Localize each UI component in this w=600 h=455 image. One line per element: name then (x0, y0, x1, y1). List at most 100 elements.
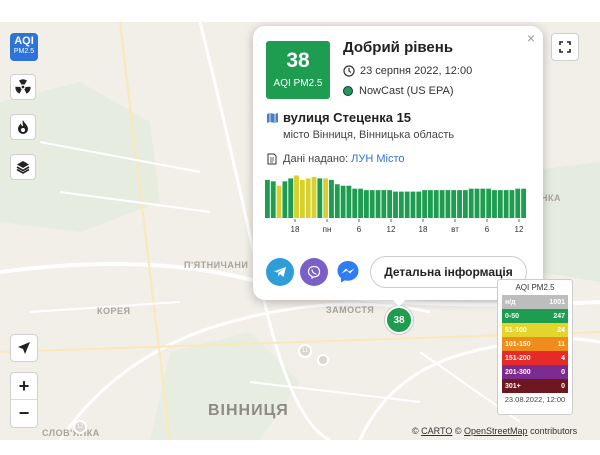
legend-range: 51-100 (505, 326, 527, 334)
legend-date: 23.08.2022, 12:00 (504, 395, 566, 404)
legend-row[interactable]: 301+ 0 (502, 379, 568, 393)
chart-bar[interactable] (311, 176, 317, 218)
chart-bar[interactable] (480, 188, 486, 218)
chart-bar[interactable] (363, 190, 369, 218)
district-label: КОРЕЯ (97, 306, 131, 316)
legend-row[interactable]: 151-200 4 (502, 351, 568, 365)
station-address: вулиця Стеценка 15 (266, 110, 411, 125)
chart-bar[interactable] (375, 190, 381, 218)
chart-tick-label: пн (323, 225, 332, 234)
data-source: Дані надано: ЛУН Місто (266, 153, 404, 165)
legend-count: 247 (553, 312, 565, 320)
chart-bar[interactable] (369, 190, 375, 218)
chart-bar[interactable] (352, 188, 358, 218)
small-station-marker[interactable]: 11 (298, 344, 312, 358)
fullscreen-button[interactable] (551, 33, 579, 61)
document-icon (267, 153, 277, 165)
chart-bar[interactable] (346, 185, 352, 218)
radiation-layer-button[interactable] (10, 74, 36, 100)
legend-count: 11 (557, 340, 565, 348)
chart-bar[interactable] (515, 188, 521, 218)
aqi-layer-button[interactable]: AQI PM2.5 (10, 33, 38, 61)
chart-bar[interactable] (497, 190, 503, 218)
chart-bar[interactable] (492, 190, 497, 218)
aqi-value: 38 (286, 49, 310, 72)
legend-count: 0 (561, 382, 565, 390)
chart-bar[interactable] (334, 184, 340, 218)
chart-bar[interactable] (276, 185, 282, 218)
chart-bar[interactable] (503, 190, 509, 218)
legend-row[interactable]: 101-150 11 (502, 337, 568, 351)
layers-button[interactable] (10, 154, 36, 180)
osm-link[interactable]: OpenStreetMap (464, 426, 528, 436)
small-station-marker[interactable]: 12 (73, 420, 87, 434)
chart-bar[interactable] (451, 190, 457, 218)
chart-bar[interactable] (288, 178, 294, 218)
messenger-share-button[interactable] (334, 258, 362, 286)
legend-row[interactable]: 0-50 247 (502, 309, 568, 323)
small-station-marker[interactable] (317, 354, 329, 366)
legend-row[interactable]: н/д 1001 (502, 295, 568, 309)
map-book-icon (267, 112, 278, 123)
fullscreen-icon (559, 41, 571, 53)
legend-row[interactable]: 201-300 0 (502, 365, 568, 379)
chart-bar[interactable] (323, 178, 329, 218)
chart-bar[interactable] (299, 179, 305, 218)
zoom-out-button[interactable]: − (18, 403, 30, 423)
chart-bar[interactable] (329, 179, 334, 218)
chart-bar[interactable] (404, 191, 410, 218)
fire-icon (18, 120, 28, 134)
chart-bar[interactable] (305, 178, 311, 218)
viber-share-button[interactable] (300, 258, 328, 286)
station-marker[interactable]: 38 (385, 306, 413, 334)
chart-bar[interactable] (294, 175, 299, 218)
telegram-share-button[interactable] (266, 258, 294, 286)
district-label: П'ЯТНИЧАНИ (184, 260, 249, 270)
zoom-in-button[interactable]: + (11, 373, 37, 400)
chart-bar[interactable] (457, 190, 462, 218)
chart-bar[interactable] (393, 191, 398, 218)
popup-pointer (393, 300, 405, 307)
chart-bar[interactable] (410, 191, 416, 218)
chart-bar[interactable] (416, 191, 422, 218)
chart-bar[interactable] (445, 190, 451, 218)
carto-link[interactable]: CARTO (421, 426, 453, 436)
fire-layer-button[interactable] (10, 114, 36, 140)
chart-bar[interactable] (468, 188, 474, 218)
attribution-prefix: © (412, 426, 419, 436)
chart-bar[interactable] (422, 190, 428, 218)
legend-count: 4 (561, 354, 565, 362)
chart-bar[interactable] (282, 181, 288, 218)
chart-bar[interactable] (433, 190, 439, 218)
chart-bar[interactable] (270, 181, 276, 218)
chart-bar[interactable] (265, 179, 270, 218)
close-icon[interactable]: × (526, 30, 535, 46)
chart-bar[interactable] (317, 178, 323, 218)
chart-bar[interactable] (428, 190, 433, 218)
legend-range: 151-200 (505, 354, 531, 362)
viber-icon (307, 265, 321, 279)
aqi-unit: AQI PM2.5 (273, 78, 323, 89)
legend-range: 101-150 (505, 340, 531, 348)
radiation-icon (15, 79, 31, 94)
calc-method-label: NowCast (US EPA) (359, 85, 454, 97)
data-source-link[interactable]: ЛУН Місто (351, 153, 405, 165)
chart-tick-label: 12 (387, 225, 396, 234)
legend-row[interactable]: 51-100 24 (502, 323, 568, 337)
locate-button[interactable] (10, 334, 38, 362)
chart-tick-label: 18 (419, 225, 428, 234)
chart-bar[interactable] (358, 188, 363, 218)
chart-bar[interactable] (474, 188, 480, 218)
chart-bar[interactable] (387, 190, 393, 218)
legend-count: 0 (561, 368, 565, 376)
chart-tick-label: 12 (515, 225, 524, 234)
chart-bar[interactable] (381, 190, 387, 218)
chart-bar[interactable] (398, 191, 404, 218)
chart-bar[interactable] (462, 190, 468, 218)
chart-bar[interactable] (486, 188, 492, 218)
chart-bar[interactable] (521, 188, 526, 218)
chart-bar[interactable] (509, 190, 515, 218)
chart-bar[interactable] (439, 190, 445, 218)
legend-range: 0-50 (505, 312, 520, 320)
chart-bar[interactable] (340, 185, 346, 218)
